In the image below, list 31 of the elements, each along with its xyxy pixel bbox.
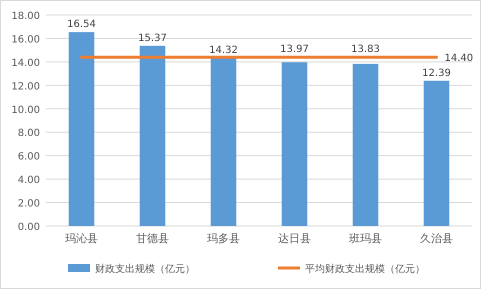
bar xyxy=(352,64,378,226)
x-tick-label: 班玛县 xyxy=(349,232,382,245)
y-tick-label: 6.00 xyxy=(18,152,40,163)
bar xyxy=(140,46,166,226)
data-label: 13.97 xyxy=(280,44,309,56)
data-label: 12.39 xyxy=(422,68,451,79)
y-tick-label: 18.00 xyxy=(11,11,40,22)
bar xyxy=(282,62,308,226)
y-tick-label: 14.00 xyxy=(11,58,40,69)
legend-label: 平均财政支出规模（亿元） xyxy=(305,263,425,275)
y-tick-label: 8.00 xyxy=(18,128,40,140)
data-label: 13.83 xyxy=(351,44,380,56)
bar xyxy=(424,80,450,226)
bar xyxy=(68,32,94,226)
x-tick-label: 甘德县 xyxy=(136,232,169,245)
y-tick-label: 2.00 xyxy=(18,198,40,210)
data-label: 15.37 xyxy=(138,32,167,44)
data-label: 14.40 xyxy=(444,53,474,64)
y-tick-label: 12.00 xyxy=(11,81,40,92)
x-tick-label: 玛多县 xyxy=(207,232,240,245)
y-tick-label: 16.00 xyxy=(11,34,40,46)
y-tick-label: 0.00 xyxy=(18,222,40,233)
data-label: 14.32 xyxy=(209,45,238,56)
bar xyxy=(210,58,236,226)
x-tick-label: 久治县 xyxy=(420,232,453,245)
x-tick-label: 玛沁县 xyxy=(65,232,98,245)
legend-label: 财政支出规模（亿元） xyxy=(95,263,195,275)
y-tick-label: 4.00 xyxy=(18,175,40,186)
x-tick-label: 达日县 xyxy=(278,232,311,245)
data-label: 16.54 xyxy=(67,19,96,30)
y-tick-label: 10.00 xyxy=(11,104,40,116)
